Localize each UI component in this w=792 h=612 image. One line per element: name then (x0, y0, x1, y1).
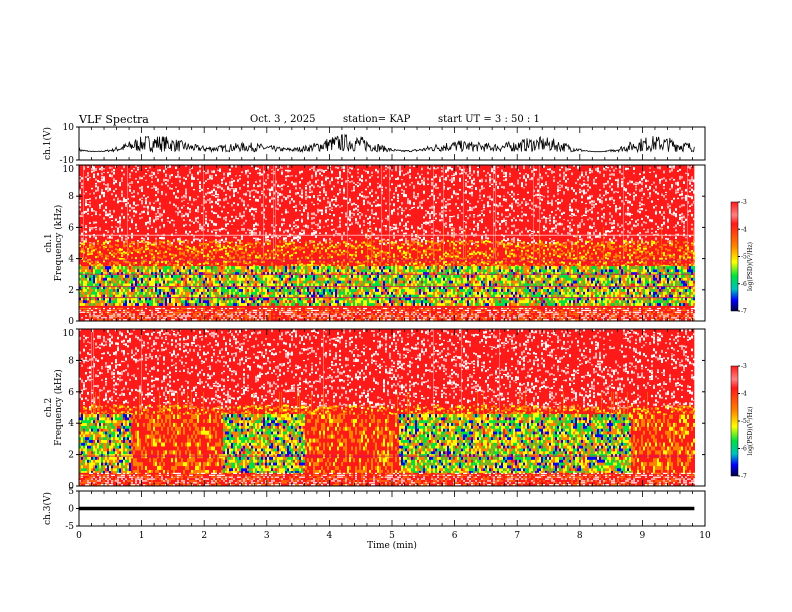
ch2-spectrogram-colorbar-label-4: -7 (741, 473, 747, 480)
start-time-label: start UT = 3 : 50 : 1 (438, 114, 540, 125)
ch1-spectrogram-ytick-label-4: 8 (68, 192, 74, 202)
ch1-spectrogram-colorbar-title: log(PSD)(V²/Hz) (747, 242, 754, 291)
x-tick-label-6: 6 (452, 531, 458, 541)
ch1-spectrogram-ytick-label-2: 4 (68, 255, 74, 265)
station-label: station= KAP (343, 114, 410, 125)
ch1-spectrogram-colorbar (730, 201, 739, 312)
ch2-spectrogram-ytick-label-2: 4 (68, 419, 74, 429)
ch1-waveform-ylabel: ch.1(V) (42, 127, 53, 160)
x-tick-label-5: 5 (389, 531, 395, 541)
ch1-spectrogram-ytick-label-1: 2 (68, 286, 74, 296)
ch1-spectrogram-colorbar-label-0: -3 (741, 199, 747, 206)
x-tick-label-7: 7 (514, 531, 520, 541)
ch1-spectrogram-ytick-label-3: 6 (68, 223, 74, 233)
ch2-spectrogram-ytick-label-5: 10 (63, 329, 75, 339)
ch2-spectrogram-colorbar-label-1: -4 (741, 391, 747, 398)
ch3-waveform-trace (79, 506, 695, 511)
ch2-spectrogram-ytick-label-0: 0 (68, 482, 74, 492)
ch1-spectrogram-ytick-label-0: 0 (68, 317, 74, 327)
ch2-spectrogram-ylabel-1: Frequency (kHz) (53, 369, 64, 446)
x-tick-label-4: 4 (327, 531, 333, 541)
ch3-waveform-ylabel: ch.3(V) (42, 492, 53, 525)
ch1-spectrogram-colorbar-label-2: -5 (741, 254, 747, 261)
ch3-waveform-ytick-label-1: 0 (68, 505, 74, 515)
ch2-spectrogram-ytick-label-1: 2 (68, 451, 74, 461)
ch1-spectrogram-ylabel-0: ch.1 (44, 233, 54, 252)
x-tick-label-10: 10 (699, 531, 711, 541)
ch2-spectrogram-colorbar-label-2: -5 (741, 418, 747, 425)
ch1-spectrogram-colorbar-label-4: -7 (741, 308, 747, 315)
ch1-waveform-ytick-label-1: -10 (60, 156, 75, 166)
x-tick-label-9: 9 (640, 531, 646, 541)
ch2-spectrogram-image (79, 329, 695, 486)
ch2-spectrogram-colorbar-title: log(PSD)(V²/Hz) (747, 407, 754, 456)
ch2-spectrogram-ytick-label-4: 8 (68, 356, 74, 366)
ch2-spectrogram-ylabel-0: ch.2 (44, 398, 54, 417)
ch2-spectrogram-ytick-label-3: 6 (68, 388, 74, 398)
ch1-spectrogram-colorbar-label-1: -4 (741, 226, 747, 233)
ch2-spectrogram-colorbar (730, 365, 739, 477)
ch2-spectrogram-colorbar-label-0: -3 (741, 363, 747, 370)
ch1-spectrogram-colorbar-label-3: -6 (741, 281, 747, 288)
x-tick-label-1: 1 (139, 531, 145, 541)
ch1-spectrogram-image (79, 165, 695, 321)
x-axis-label: Time (min) (367, 540, 417, 551)
ch1-waveform-ytick-label-0: 10 (63, 123, 75, 133)
ch1-spectrogram-ytick-label-5: 10 (63, 165, 75, 175)
figure-title: VLF Spectra (79, 113, 149, 126)
x-tick-label-0: 0 (76, 531, 82, 541)
x-tick-label-3: 3 (264, 531, 270, 541)
x-tick-label-8: 8 (577, 531, 583, 541)
date-label: Oct. 3 , 2025 (250, 114, 316, 125)
ch1-spectrogram-ylabel-1: Frequency (kHz) (53, 205, 64, 282)
ch3-waveform-ytick-label-0: 5 (68, 487, 74, 497)
ch2-spectrogram-colorbar-label-3: -6 (741, 446, 747, 453)
ch1-waveform-trace (78, 133, 695, 154)
ch3-waveform-ytick-label-2: -5 (65, 522, 74, 532)
x-tick-label-2: 2 (201, 531, 207, 541)
